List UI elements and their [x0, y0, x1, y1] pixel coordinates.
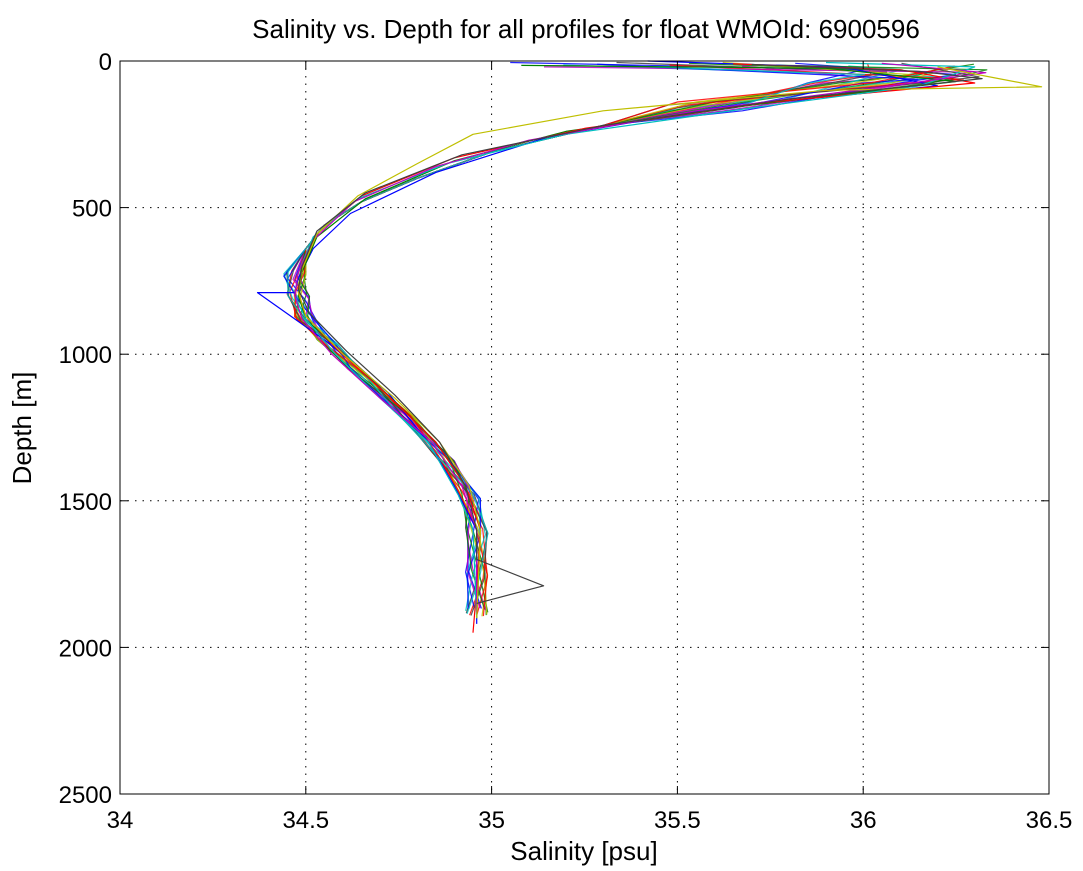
profile-line: [294, 65, 955, 617]
y-tick-label: 500: [72, 196, 112, 223]
profile-line: [287, 62, 957, 608]
x-tick-label: 36.5: [1026, 807, 1073, 834]
profile-line: [286, 62, 980, 616]
series-line-4: [294, 62, 987, 613]
profile-line: [287, 66, 866, 614]
series-line-3: [294, 61, 976, 619]
series-line-0: [256, 60, 939, 624]
profile-line: [286, 64, 872, 616]
plot-area-frame: [119, 60, 1050, 795]
profile-line: [295, 62, 933, 616]
profile-line: [293, 66, 949, 617]
grid-layer: [120, 61, 1049, 794]
profile-line: [299, 65, 880, 611]
profile-line: [286, 61, 888, 614]
chart-title: Salinity vs. Depth for all profiles for …: [252, 14, 920, 44]
x-tick-label: 34.5: [282, 807, 329, 834]
profile-line: [298, 64, 988, 610]
series-line-2: [297, 63, 976, 633]
profile-line: [294, 61, 864, 609]
series-line-1: [297, 64, 957, 619]
profile-line: [299, 63, 974, 613]
series-layer: [256, 60, 1043, 633]
profile-line: [283, 64, 941, 609]
profile-line: [292, 66, 972, 609]
y-axis-label: Depth [m]: [7, 372, 37, 485]
profile-line: [295, 61, 911, 615]
y-tick-label: 2000: [59, 635, 112, 662]
series-line-6: [297, 63, 983, 604]
x-tick-label: 35.5: [654, 807, 701, 834]
x-tick-label: 36: [850, 807, 877, 834]
profile-line: [283, 65, 903, 612]
y-tick-label: 2500: [59, 782, 112, 809]
y-tick-label: 1000: [59, 342, 112, 369]
profile-line: [289, 64, 964, 617]
x-axis-label: Salinity [psu]: [510, 836, 657, 866]
y-tick-label: 0: [99, 49, 112, 76]
profile-line: [283, 63, 919, 610]
y-tick-label: 1500: [59, 489, 112, 516]
x-tick-label: 35: [478, 807, 505, 834]
tick-layer: 34 34.5 35 35.5 36 36.5 0 500 1000 1500 2000 2500: [59, 49, 1073, 834]
series-line-5: [297, 66, 1043, 619]
x-tick-label: 34: [107, 807, 134, 834]
